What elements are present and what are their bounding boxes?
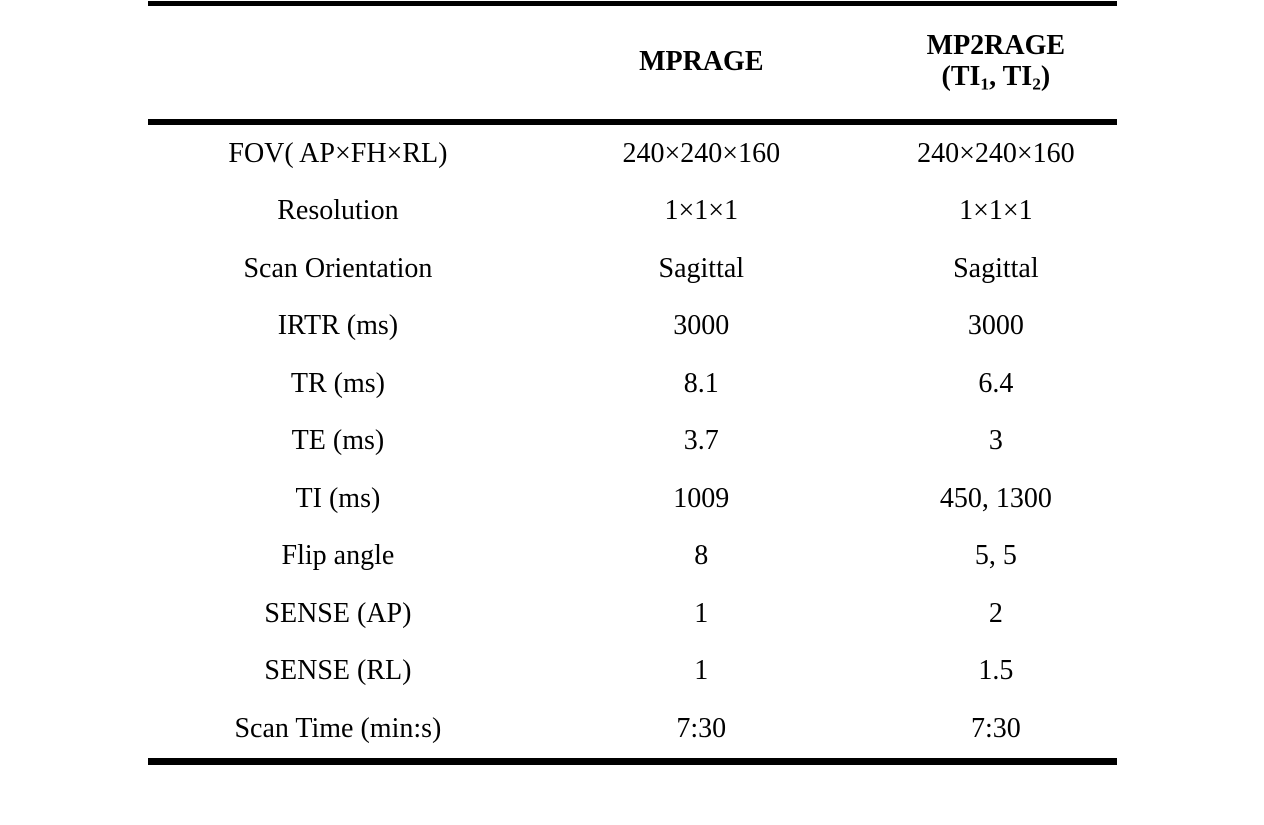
mp2rage-value: 3 — [988, 425, 1003, 457]
mp2rage-ti-note: (TI1, TI2) — [941, 61, 1051, 94]
mprage-value: Sagittal — [658, 252, 745, 284]
mprage-value: 1 — [694, 655, 709, 687]
mp2rage-value: 1.5 — [978, 655, 1014, 687]
mprage-value: 3.7 — [683, 425, 719, 457]
row-label: Scan Orientation — [243, 252, 433, 284]
row-label: Flip angle — [281, 540, 395, 572]
mp2rage-value: 2 — [988, 597, 1003, 629]
row-label: TR (ms) — [290, 367, 385, 399]
mp2rage-value: 6.4 — [978, 367, 1014, 399]
mp2rage-value: 240×240×160 — [917, 137, 1075, 169]
mprage-value: 240×240×160 — [622, 137, 781, 169]
table-row-fov: FOV( AP×FH×RL) 240×240×160 240×240×160 — [148, 125, 1117, 183]
mp2rage-value: 7:30 — [970, 712, 1021, 744]
column-header-mprage: MPRAGE — [639, 46, 764, 78]
row-label: TE (ms) — [291, 425, 385, 457]
mprage-value: 1 — [694, 597, 709, 629]
ti1-subscript: 1 — [980, 74, 990, 94]
mprage-value: 8.1 — [683, 367, 719, 399]
ti2-subscript: 2 — [1032, 74, 1041, 94]
mp2rage-value: Sagittal — [953, 252, 1039, 284]
mprage-value: 1009 — [673, 482, 730, 514]
mprage-value: 7:30 — [676, 712, 727, 744]
table-row-resolution: Resolution 1×1×1 1×1×1 — [148, 183, 1117, 241]
column-header-mp2rage: MP2RAGE (TI1, TI2) — [875, 30, 1117, 94]
scan-parameters-table: MPRAGE MP2RAGE (TI1, TI2) FOV( AP×FH×RL)… — [148, 1, 1117, 765]
table-row-te: TE (ms) 3.7 3 — [148, 413, 1117, 471]
mprage-value: 8 — [694, 540, 709, 572]
table-row-flip-angle: Flip angle 8 5, 5 — [148, 528, 1117, 586]
row-label: Resolution — [277, 195, 399, 227]
mp2rage-value: 3000 — [967, 310, 1024, 342]
mp2rage-value: 450, 1300 — [939, 482, 1052, 514]
table-row-sense-ap: SENSE (AP) 1 2 — [148, 585, 1117, 643]
row-label: TI (ms) — [295, 482, 381, 514]
row-label: SENSE (RL) — [264, 655, 412, 687]
mprage-value: 3000 — [673, 310, 730, 342]
row-label: Scan Time (min:s) — [234, 712, 442, 744]
mp2rage-name: MP2RAGE — [926, 30, 1066, 62]
table-row-tr: TR (ms) 8.1 6.4 — [148, 355, 1117, 413]
row-label: IRTR (ms) — [277, 310, 399, 342]
mp2rage-value: 1×1×1 — [959, 195, 1033, 227]
mp2rage-value: 5, 5 — [974, 540, 1017, 572]
row-label: SENSE (AP) — [264, 597, 412, 629]
table-row-scan-orientation: Scan Orientation Sagittal Sagittal — [148, 240, 1117, 298]
table-row-sense-rl: SENSE (RL) 1 1.5 — [148, 643, 1117, 701]
table-row-ti: TI (ms) 1009 450, 1300 — [148, 470, 1117, 528]
row-label: FOV( AP×FH×RL) — [228, 137, 448, 169]
table-row-scan-time: Scan Time (min:s) 7:30 7:30 — [148, 700, 1117, 758]
mprage-value: 1×1×1 — [664, 195, 739, 227]
table-row-irtr: IRTR (ms) 3000 3000 — [148, 298, 1117, 356]
table-header-row: MPRAGE MP2RAGE (TI1, TI2) — [148, 6, 1117, 125]
